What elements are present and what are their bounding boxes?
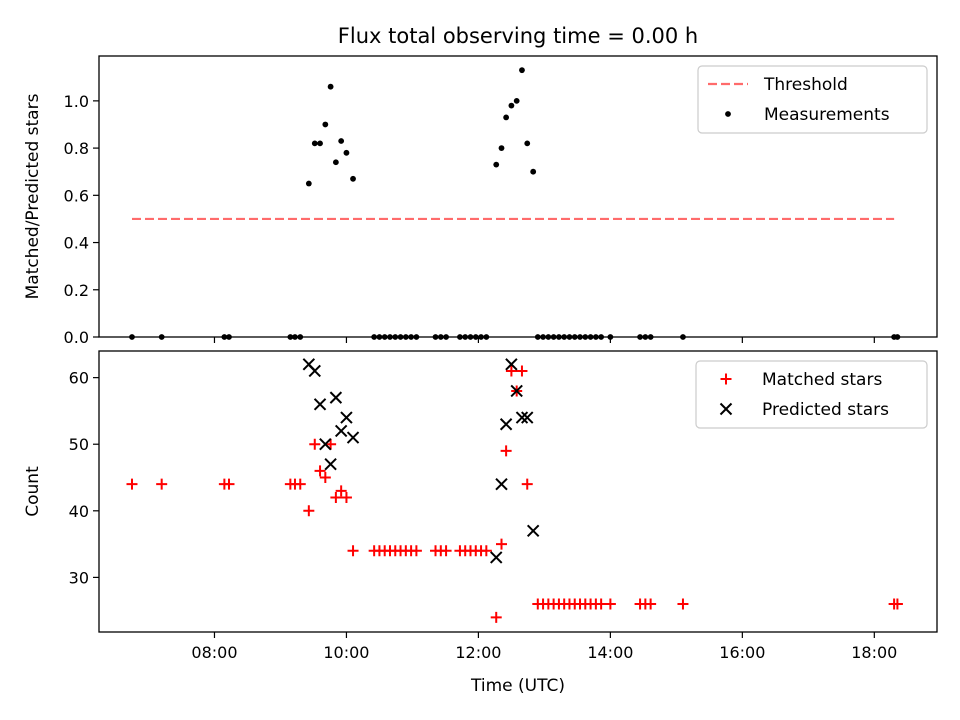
x-tick-label: 14:00 bbox=[587, 643, 633, 662]
y-tick-label: 0.8 bbox=[64, 139, 89, 158]
matched-star-marker bbox=[340, 491, 352, 503]
matched-star-marker bbox=[294, 478, 306, 490]
measurement-point bbox=[322, 121, 329, 128]
matched-star-marker bbox=[410, 545, 422, 557]
y-axis-label: Count bbox=[23, 466, 43, 517]
predicted-star-marker bbox=[495, 477, 508, 491]
bottom-panel-count-plot: 30 40 50 60 08:00 10:00 12:00 14:00 16:00 18:00 Co… bbox=[23, 350, 938, 696]
predicted-star-marker bbox=[329, 391, 343, 404]
legend-label: Measurements bbox=[764, 105, 890, 125]
matched-star-marker bbox=[677, 598, 689, 610]
legend-predicted-swatch bbox=[719, 402, 733, 416]
y-tick-label: 40 bbox=[69, 502, 89, 521]
measurement-point bbox=[343, 149, 350, 156]
matched-star-marker bbox=[500, 445, 512, 457]
legend-label: Threshold bbox=[763, 75, 848, 95]
y-tick-label: 1.0 bbox=[64, 92, 89, 111]
matched-star-marker bbox=[604, 598, 616, 610]
measurement-point bbox=[503, 114, 510, 121]
matched-star-marker bbox=[330, 491, 342, 503]
top-panel-ratio-plot: 0.0 0.2 0.4 0.6 0.8 1.0 Matched/Predicted star… bbox=[23, 55, 938, 347]
measurement-point bbox=[350, 175, 356, 182]
predicted-star-marker bbox=[521, 411, 534, 424]
matched-star-marker bbox=[490, 611, 502, 623]
y-tick-label: 50 bbox=[69, 435, 89, 454]
legend-box bbox=[697, 65, 928, 134]
legend-measurement-swatch bbox=[725, 111, 731, 117]
matched-star-marker bbox=[480, 545, 492, 557]
x-axis-label: Time (UTC) bbox=[470, 676, 565, 696]
x-tick-label: 08:00 bbox=[191, 643, 237, 662]
measurement-point bbox=[305, 180, 312, 187]
axes-frame bbox=[98, 350, 938, 633]
y-tick-label: 0.4 bbox=[64, 234, 89, 253]
predicted-star-marker bbox=[505, 358, 518, 371]
measurement-point bbox=[327, 83, 334, 90]
axes-frame bbox=[98, 55, 938, 338]
measurement-point bbox=[524, 140, 531, 147]
matched-star-marker bbox=[335, 485, 347, 497]
legend-label: Predicted stars bbox=[762, 400, 889, 420]
matched-star-marker bbox=[347, 545, 359, 557]
matched-star-marker bbox=[126, 478, 138, 490]
measurement-point bbox=[519, 67, 525, 74]
legend-box bbox=[695, 360, 928, 429]
matched-star-marker bbox=[645, 598, 657, 610]
y-tick-label: 0.2 bbox=[64, 281, 89, 300]
measurement-point bbox=[498, 145, 505, 151]
measurement-point bbox=[317, 140, 323, 147]
matched-star-marker bbox=[521, 478, 533, 490]
predicted-star-marker bbox=[510, 384, 523, 398]
matched-star-marker bbox=[496, 538, 508, 550]
predicted-star-marker bbox=[526, 524, 540, 537]
predicted-star-marker bbox=[319, 438, 332, 451]
matched-star-marker bbox=[325, 438, 337, 450]
y-axis-label: Matched/Predicted stars bbox=[23, 93, 43, 299]
measurement-point bbox=[513, 97, 520, 104]
predicted-star-marker bbox=[313, 398, 327, 411]
measurement-point bbox=[338, 138, 345, 144]
y-tick-label: 0.6 bbox=[64, 186, 89, 205]
x-tick-label: 16:00 bbox=[719, 643, 765, 662]
x-tick-label: 10:00 bbox=[323, 643, 369, 662]
matched-star-marker bbox=[891, 598, 903, 610]
predicted-star-marker bbox=[324, 457, 337, 471]
x-tick-label: 18:00 bbox=[851, 643, 897, 662]
predicted-star-marker bbox=[334, 424, 348, 438]
matched-star-marker bbox=[309, 438, 321, 450]
matched-star-marker bbox=[156, 478, 168, 490]
legend: Matched stars Predicted stars bbox=[695, 360, 928, 429]
measurement-point bbox=[508, 102, 515, 109]
measurement-point bbox=[311, 140, 318, 147]
measurement-point bbox=[332, 159, 339, 166]
predicted-star-marker bbox=[515, 411, 529, 424]
y-tick-label: 60 bbox=[69, 369, 89, 388]
matched-star-marker bbox=[505, 365, 517, 377]
matched-star-marker bbox=[314, 465, 326, 477]
measurement-point bbox=[530, 168, 537, 175]
predicted-star-marker bbox=[308, 364, 321, 378]
matched-star-marker bbox=[516, 365, 528, 377]
legend: Threshold Measurements bbox=[697, 65, 928, 134]
legend-label: Matched stars bbox=[762, 370, 882, 390]
matched-star-marker bbox=[303, 505, 315, 517]
y-tick-label: 0.0 bbox=[64, 328, 89, 347]
figure-title: Flux total observing time = 0.00 h bbox=[338, 24, 698, 48]
matched-star-marker bbox=[440, 545, 452, 557]
predicted-star-marker bbox=[499, 418, 513, 431]
matched-star-marker bbox=[595, 598, 607, 610]
predicted-star-marker bbox=[346, 431, 360, 444]
y-tick-label: 30 bbox=[69, 568, 89, 587]
predicted-star-marker bbox=[340, 411, 353, 424]
matched-star-marker bbox=[223, 478, 235, 490]
matched-star-marker bbox=[319, 472, 331, 484]
legend-matched-swatch bbox=[720, 373, 732, 385]
measurement-point bbox=[493, 161, 500, 168]
predicted-star-marker bbox=[490, 551, 503, 564]
x-tick-label: 12:00 bbox=[455, 643, 501, 662]
